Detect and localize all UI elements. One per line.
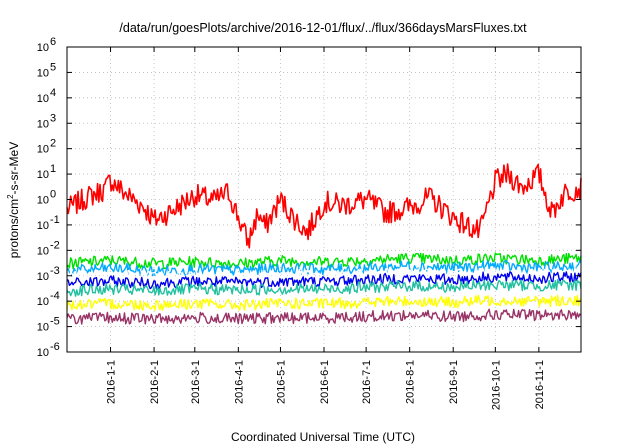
y-tick-exponent-8: 2: [50, 138, 56, 150]
data-series: [66, 163, 582, 325]
y-tick-label-7: 10: [37, 169, 49, 181]
y-tick-label-4: 10: [37, 245, 49, 257]
x-tick-label-5: 2016-6-1: [319, 360, 331, 404]
y-tick-label-12: 10: [37, 42, 49, 54]
y-tick-exponent-5: -1: [50, 214, 60, 226]
y-tick-exponent-11: 5: [50, 61, 56, 73]
x-tick-label-8: 2016-9-1: [448, 360, 460, 404]
y-tick-label-0: 10: [37, 347, 49, 359]
series-line-7: [66, 308, 582, 325]
x-tick-label-4: 2016-5-1: [276, 360, 288, 404]
chart-title: /data/run/goesPlots/archive/2016-12-01/f…: [119, 21, 527, 35]
series-line-1: [66, 252, 582, 270]
y-tick-label-3: 10: [37, 271, 49, 283]
y-axis-label-superscript: 2: [6, 194, 15, 199]
x-tick-label-1: 2016-2-1: [149, 360, 161, 404]
y-tick-label-9: 10: [37, 118, 49, 130]
y-tick-exponent-2: -4: [50, 290, 60, 302]
x-tick-label-9: 2016-10-1: [490, 360, 502, 410]
series-line-5: [66, 279, 582, 297]
y-tick-exponent-1: -5: [50, 316, 60, 328]
y-tick-exponent-6: 0: [50, 189, 56, 201]
y-tick-label-10: 10: [37, 93, 49, 105]
y-tick-label-5: 10: [37, 220, 49, 232]
series-line-0: [66, 163, 582, 249]
series-line-4: [66, 271, 582, 290]
x-tick-label-2: 2016-3-1: [190, 360, 202, 404]
y-tick-exponent-4: -2: [50, 239, 60, 251]
series-line-6: [66, 294, 582, 311]
y-tick-exponent-7: 1: [50, 163, 56, 175]
x-tick-label-3: 2016-4-1: [233, 360, 245, 404]
y-tick-exponent-12: 6: [50, 36, 56, 48]
x-tick-label-6: 2016-7-1: [361, 360, 373, 404]
x-tick-label-0: 2016-1-1: [106, 360, 118, 404]
x-tick-label-10: 2016-11-1: [534, 360, 546, 409]
y-tick-exponent-0: -6: [50, 341, 60, 353]
x-tick-label-7: 2016-8-1: [405, 360, 417, 404]
y-axis-label: protons/cm2-s-sr-MeV: [6, 142, 21, 258]
y-axis-ticks: 10 -610 -510 -410 -310 -210 -110 010 110 210 310 41…: [37, 36, 581, 359]
y-tick-label-11: 10: [37, 67, 49, 79]
x-axis-label: Coordinated Universal Time (UTC): [231, 430, 415, 444]
y-tick-label-8: 10: [37, 144, 49, 156]
y-tick-label-6: 10: [37, 195, 49, 207]
y-tick-exponent-10: 4: [50, 87, 56, 99]
x-axis-ticks: 2016-1-1 2016-2-1 2016-3-1 2016-4-1 2016-5-1…: [106, 47, 546, 410]
y-tick-exponent-3: -3: [50, 265, 60, 277]
series-line-2: [66, 259, 582, 277]
y-tick-label-2: 10: [37, 296, 49, 308]
y-tick-exponent-9: 3: [50, 112, 56, 124]
y-tick-label-1: 10: [37, 322, 49, 334]
